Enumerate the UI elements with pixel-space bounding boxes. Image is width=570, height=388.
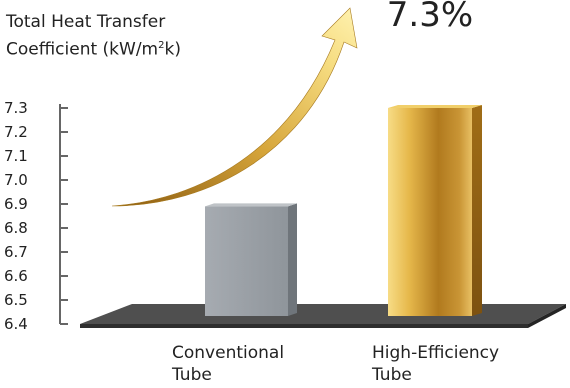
- y-tick-label: 6.4: [4, 315, 28, 333]
- y-tick-label: 6.7: [4, 243, 28, 261]
- y-tick-label: 7.1: [4, 147, 28, 165]
- bar-high-efficiency-tube-top: [388, 105, 482, 108]
- y-tick-label: 6.8: [4, 219, 28, 237]
- platform: [80, 304, 566, 324]
- platform-edge: [80, 324, 528, 328]
- bar-high-efficiency-tube-front: [388, 108, 472, 316]
- growth-arrow-icon: [111, 7, 358, 207]
- bar-conventional-tube-side: [288, 203, 297, 316]
- y-tick-label: 7.3: [4, 99, 28, 117]
- y-axis-title-line1: Total Heat Transfer: [6, 12, 166, 32]
- category-label-high-efficiency: High-Efficiency Tube: [372, 343, 500, 385]
- bar-conventional-tube: [205, 203, 297, 316]
- bars-group: [205, 105, 482, 316]
- y-tick-label: 7.2: [4, 123, 28, 141]
- bar-high-efficiency-tube: [388, 105, 482, 316]
- bar-conventional-tube-top: [205, 203, 297, 207]
- y-axis-title: Total Heat Transfer Coefficient (kW/m2k): [6, 10, 181, 62]
- bar-high-efficiency-tube-side: [472, 105, 482, 316]
- y-tick-label: 6.6: [4, 267, 28, 285]
- y-tick-label: 6.9: [4, 195, 28, 213]
- y-axis-title-line2: Coefficient (kW/m2k): [6, 39, 181, 60]
- y-tick-label: 7.0: [4, 171, 28, 189]
- platform-edge-right: [528, 304, 566, 328]
- bar-conventional-tube-front: [205, 206, 288, 316]
- y-tick-label: 6.5: [4, 291, 28, 309]
- category-label-conventional: Conventional Tube: [172, 343, 285, 385]
- y-axis: 6.4 6.5 6.6 6.7 6.8 6.9 7.0 7.1 7.2 7.3: [4, 99, 68, 333]
- value-label: 7.3%: [387, 0, 473, 35]
